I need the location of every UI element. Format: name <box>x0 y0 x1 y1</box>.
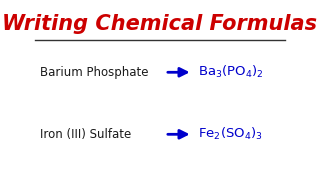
Text: $\mathregular{Ba_3(PO_4)_2}$: $\mathregular{Ba_3(PO_4)_2}$ <box>197 64 263 80</box>
Text: $\mathregular{Fe_2(SO_4)_3}$: $\mathregular{Fe_2(SO_4)_3}$ <box>197 126 262 142</box>
Text: Iron (III) Sulfate: Iron (III) Sulfate <box>40 128 131 141</box>
Text: Barium Phosphate: Barium Phosphate <box>40 66 148 79</box>
Text: Writing Chemical Formulas: Writing Chemical Formulas <box>3 14 317 34</box>
